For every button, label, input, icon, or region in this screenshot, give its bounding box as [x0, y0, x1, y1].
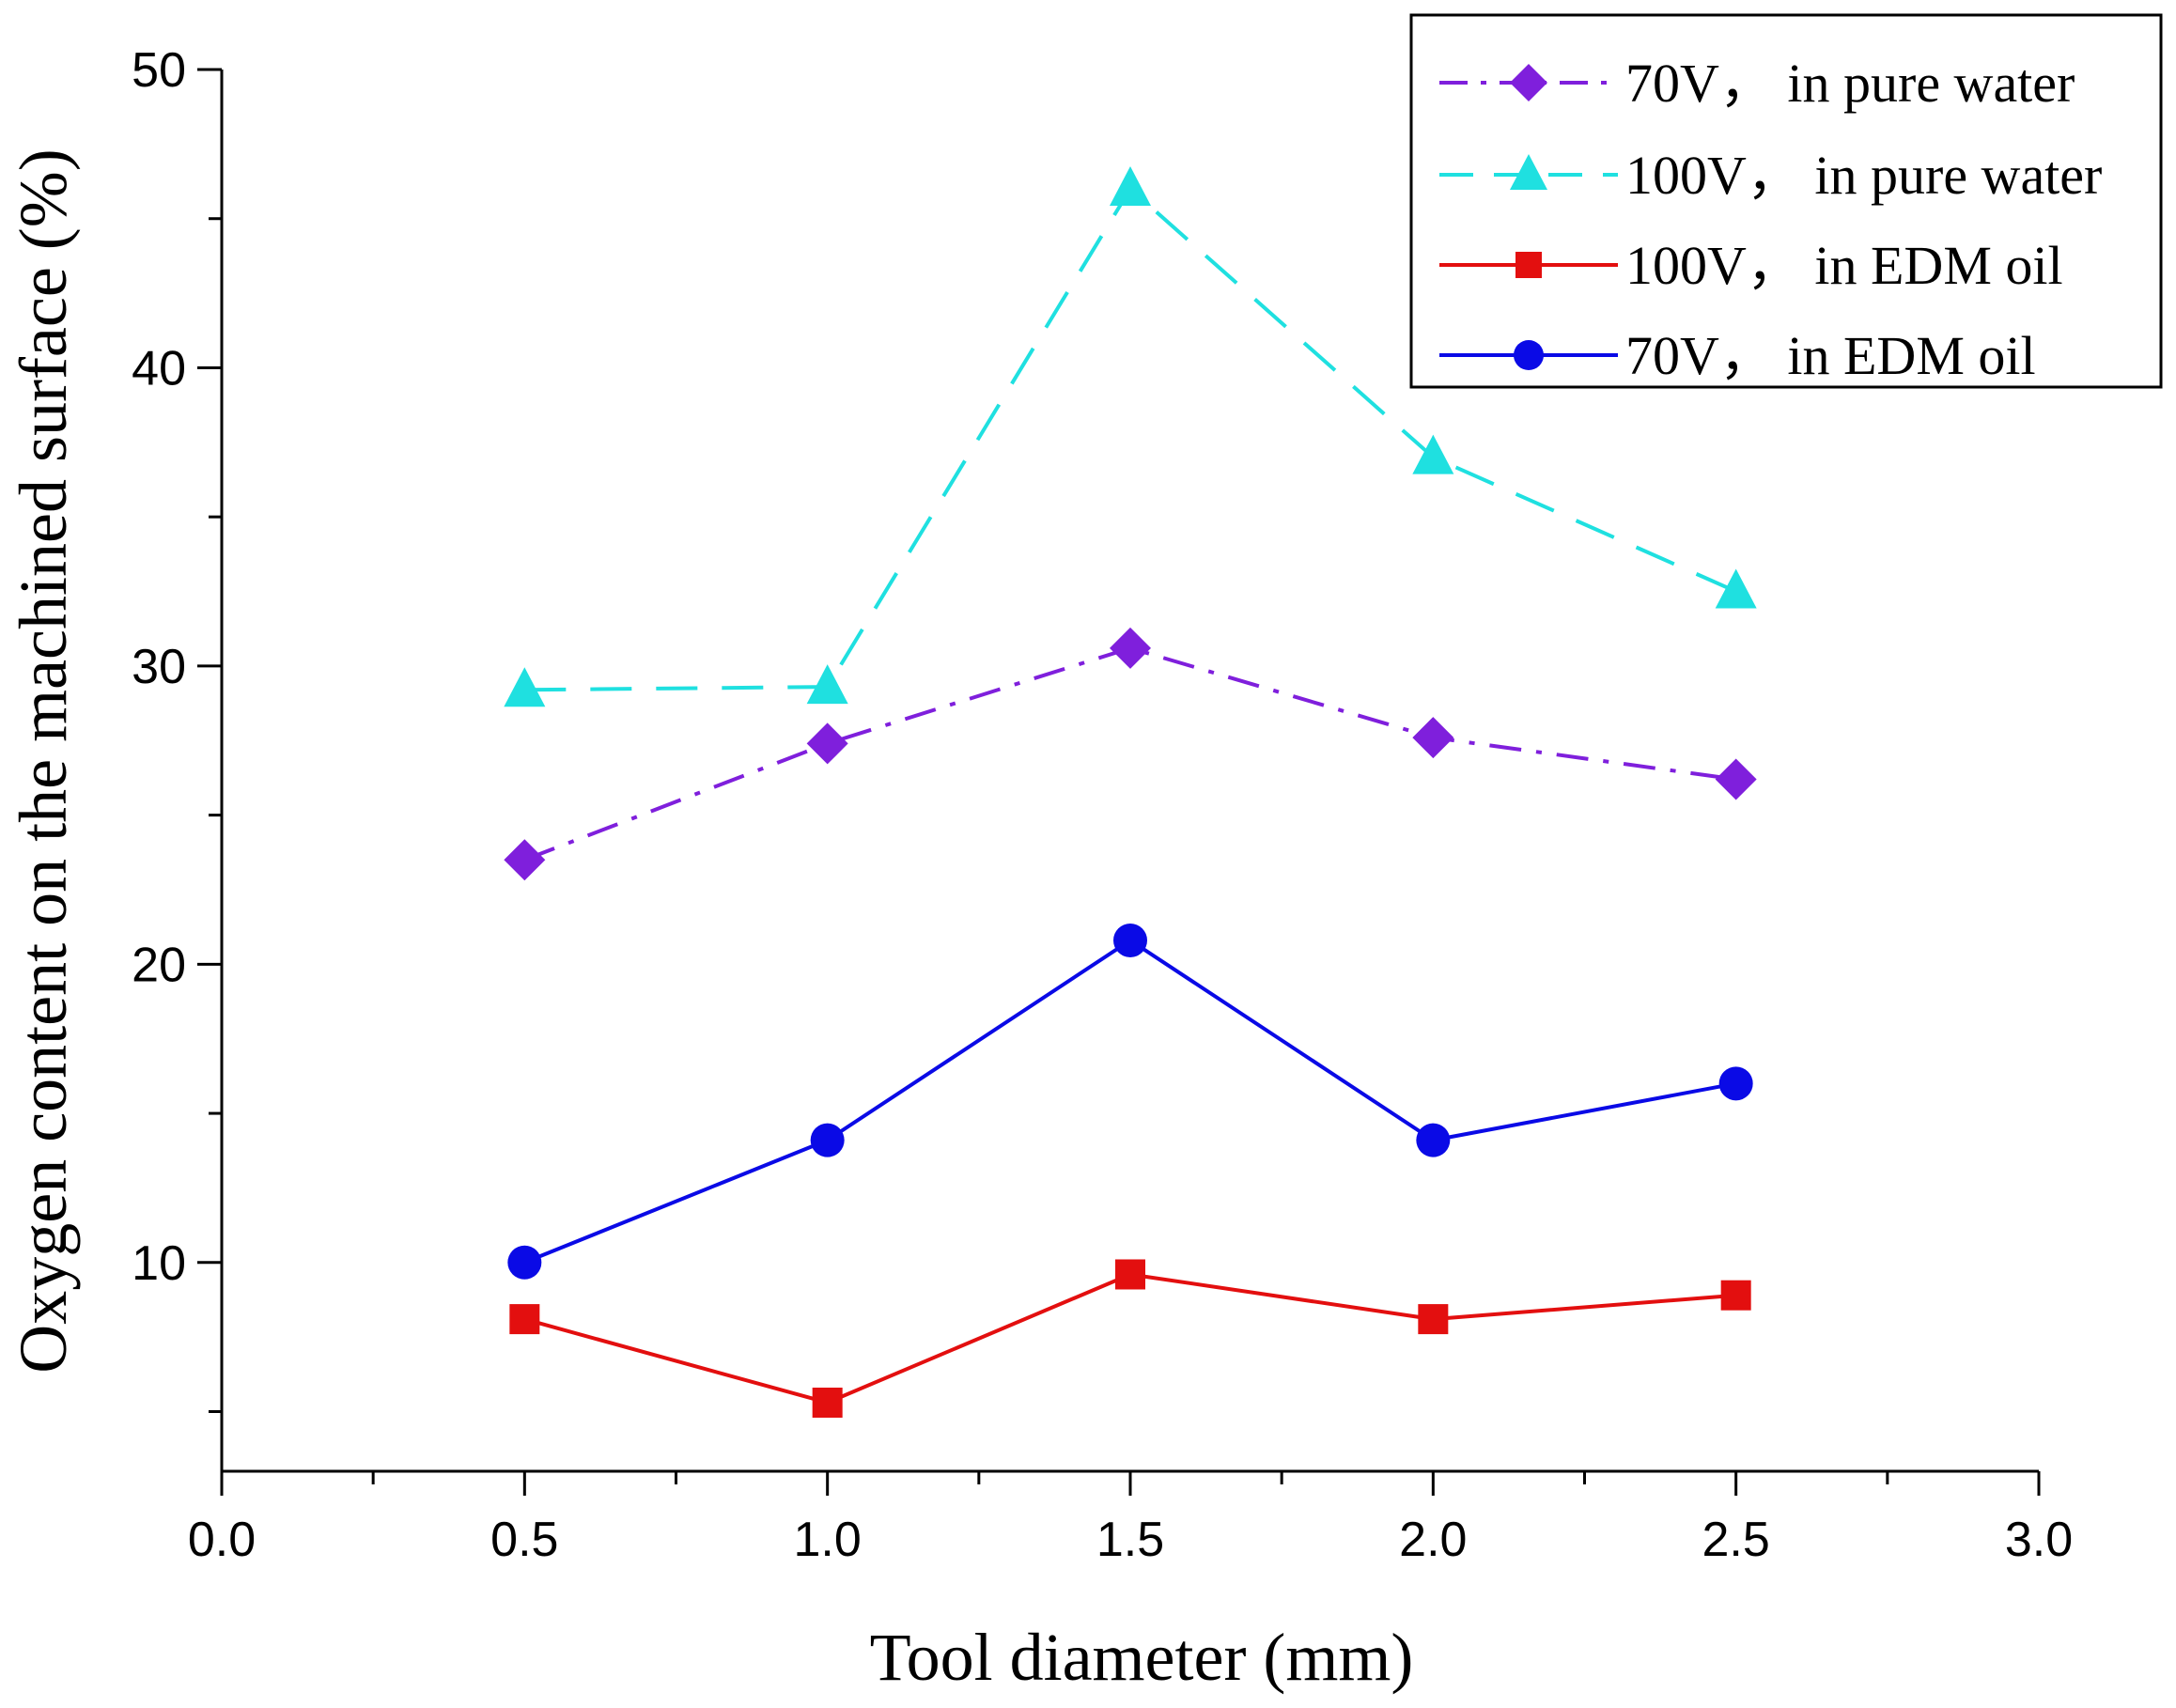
data-point [1412, 434, 1454, 474]
x-tick-label: 0.5 [490, 1513, 558, 1567]
legend-marker [1510, 64, 1547, 101]
data-point [1115, 1259, 1145, 1290]
legend-label: 100V， in pure water [1625, 145, 2102, 206]
x-axis-title: Tool diameter (mm) [870, 1620, 1414, 1695]
legend-marker [1515, 252, 1542, 278]
y-tick-label: 50 [132, 43, 186, 98]
data-point [1412, 717, 1454, 759]
legend: 70V， in pure water 100V， in pure water 100… [1409, 13, 2163, 389]
data-point [1110, 627, 1151, 669]
legend-label: 70V， in EDM oil [1625, 325, 2036, 386]
data-point [812, 1387, 843, 1418]
y-axis-title: Oxygen content on the machined surface (… [6, 148, 81, 1374]
legend-marker [1510, 154, 1547, 190]
legend-item: 100V， in EDM oil [1439, 235, 2063, 296]
data-point [1418, 1304, 1449, 1335]
data-point [1416, 1123, 1451, 1157]
data-point [1718, 1066, 1753, 1101]
y-tick-label: 40 [132, 341, 186, 396]
series-1 [504, 165, 1757, 707]
axes: 0.0 0.5 1.0 1.5 2.0 2.5 3.0 10 20 30 40 50 [132, 43, 2073, 1567]
x-tick-label: 0.0 [188, 1513, 256, 1567]
series-0 [504, 627, 1757, 881]
x-tick-label: 1.0 [794, 1513, 862, 1567]
series-3 [507, 923, 1753, 1280]
series-2 [509, 1259, 1751, 1418]
legend-label: 100V， in EDM oil [1625, 235, 2063, 296]
x-tick-label: 3.0 [2005, 1513, 2073, 1567]
data-point [806, 722, 848, 765]
data-point [806, 664, 848, 705]
data-point [1715, 568, 1757, 609]
data-point [1720, 1280, 1751, 1311]
plot-area [504, 165, 1757, 1418]
legend-item: 70V， in EDM oil [1439, 325, 2036, 386]
data-point [1113, 923, 1147, 957]
series-line [523, 645, 1736, 862]
legend-marker [1514, 340, 1544, 370]
data-point [507, 1245, 542, 1280]
x-tick-label: 2.5 [1702, 1513, 1770, 1567]
data-point [1715, 758, 1757, 800]
legend-item: 70V， in pure water [1439, 53, 2075, 114]
y-tick-label: 20 [132, 938, 186, 992]
x-tick-label: 2.0 [1399, 1513, 1467, 1567]
data-point [504, 667, 546, 707]
x-tick-label: 1.5 [1096, 1513, 1164, 1567]
legend-label: 70V， in pure water [1625, 53, 2075, 114]
data-point [810, 1123, 845, 1157]
y-tick-label: 30 [132, 640, 186, 694]
legend-item: 100V， in pure water [1439, 145, 2102, 206]
data-point [509, 1304, 540, 1335]
y-tick-label: 10 [132, 1236, 186, 1291]
data-point [504, 839, 546, 881]
data-point [1110, 165, 1151, 206]
